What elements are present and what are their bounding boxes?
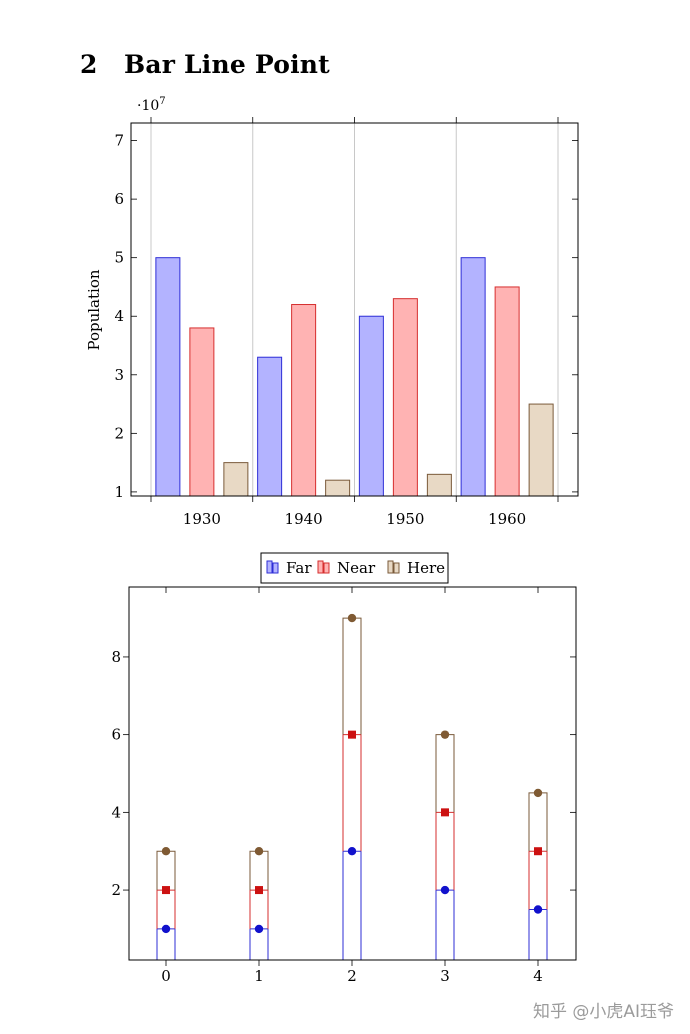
bar-outline-here (528, 792, 548, 852)
bar-near (392, 298, 418, 497)
bar-near (291, 304, 317, 497)
stacked-marks (156, 613, 548, 960)
y-tick-label: 2 (111, 881, 121, 899)
bar-outline-here (435, 734, 455, 813)
point-circle-here (347, 613, 357, 623)
y-tick-label: 6 (111, 726, 121, 744)
axis-ticks: 0 1 2 3 4 2 4 6 8 (111, 587, 576, 985)
bar-outline-near (342, 734, 362, 852)
bar-outline-far (156, 928, 176, 960)
bar-outline-near (528, 850, 548, 910)
legend-swatch-near (323, 562, 330, 574)
point-circle-here (533, 788, 543, 798)
point-circle-far (533, 905, 543, 914)
legend-swatch-here (387, 560, 394, 574)
point-circle-here (254, 847, 264, 856)
point-circle-far (254, 924, 264, 934)
y-tick-label: 1 (114, 483, 124, 501)
bar-far (257, 356, 283, 497)
bar-outline-far (528, 908, 548, 960)
y-scale-label: ·107 (137, 96, 166, 114)
y-tick-label: 6 (114, 190, 124, 208)
y-axis-label: Population (85, 269, 103, 350)
legend-label-near: Near (337, 559, 376, 577)
point-square-near (348, 730, 356, 739)
x-tick-label: 1950 (386, 510, 424, 528)
y-tick-label: 7 (114, 132, 124, 150)
bar-outline-near (249, 889, 269, 929)
bar-outline-far (435, 889, 455, 960)
point-square-near (534, 847, 542, 856)
x-tick-label: 4 (533, 967, 543, 985)
x-tick-label: 1930 (183, 510, 221, 528)
point-circle-far (440, 885, 450, 895)
x-tick-label: 0 (161, 967, 171, 985)
legend-swatch-near (317, 560, 324, 574)
section-number: 2 (80, 50, 98, 79)
y-tick-label: 4 (111, 803, 121, 821)
bar-outline-near (435, 811, 455, 891)
point-square-near (441, 808, 449, 817)
y-tick-label: 2 (114, 424, 124, 442)
x-tick-label: 1960 (488, 510, 526, 528)
point-circle-here (440, 730, 450, 739)
bar-far (358, 315, 384, 497)
x-tick-label: 1940 (285, 510, 323, 528)
x-tick-label: 1 (254, 967, 264, 985)
bar-chart: 1 2 3 4 5 6 7 1930 1940 1950 1960 ·107 Population (85, 96, 579, 528)
point-circle-here (161, 847, 171, 856)
bar-here (528, 403, 554, 497)
legend-swatch-far (266, 560, 273, 574)
x-tick-label: 3 (440, 967, 450, 985)
y-tick-label: 5 (114, 249, 124, 267)
legend-box (260, 552, 449, 584)
plot-frame (128, 586, 577, 961)
x-tick-label: 2 (347, 967, 357, 985)
bar-outline-far (249, 928, 269, 960)
y-tick-label: 4 (114, 307, 124, 325)
legend-label-far: Far (286, 559, 312, 577)
section-title: Bar Line Point (124, 50, 330, 79)
bar-outline-here (156, 850, 176, 891)
watermark: 知乎 @小虎AI珏爷 (532, 1002, 674, 1022)
bar-outline-here (342, 617, 362, 735)
bar-outline-here (249, 850, 269, 891)
x-grid-lines (150, 123, 559, 496)
y-tick-label: 8 (111, 648, 121, 666)
bar-here (223, 462, 249, 497)
bar-outline-far (342, 850, 362, 960)
y-tick-label: 3 (114, 366, 124, 384)
legend-swatch-here (393, 562, 400, 574)
bar-outline-near (156, 889, 176, 929)
legend: Far Near Here (260, 552, 449, 584)
point-circle-far (347, 847, 357, 856)
legend-label-here: Here (407, 559, 445, 577)
bar-far (460, 257, 486, 497)
point-square-near (255, 886, 263, 895)
bar-near (494, 286, 520, 497)
point-square-near (162, 886, 170, 895)
legend-swatch-far (272, 562, 279, 574)
point-circle-far (161, 924, 171, 934)
section-heading: 2 Bar Line Point (80, 50, 330, 79)
bar-series (155, 257, 554, 497)
axis-ticks: 1 2 3 4 5 6 7 1930 1940 1950 1960 (114, 117, 578, 528)
